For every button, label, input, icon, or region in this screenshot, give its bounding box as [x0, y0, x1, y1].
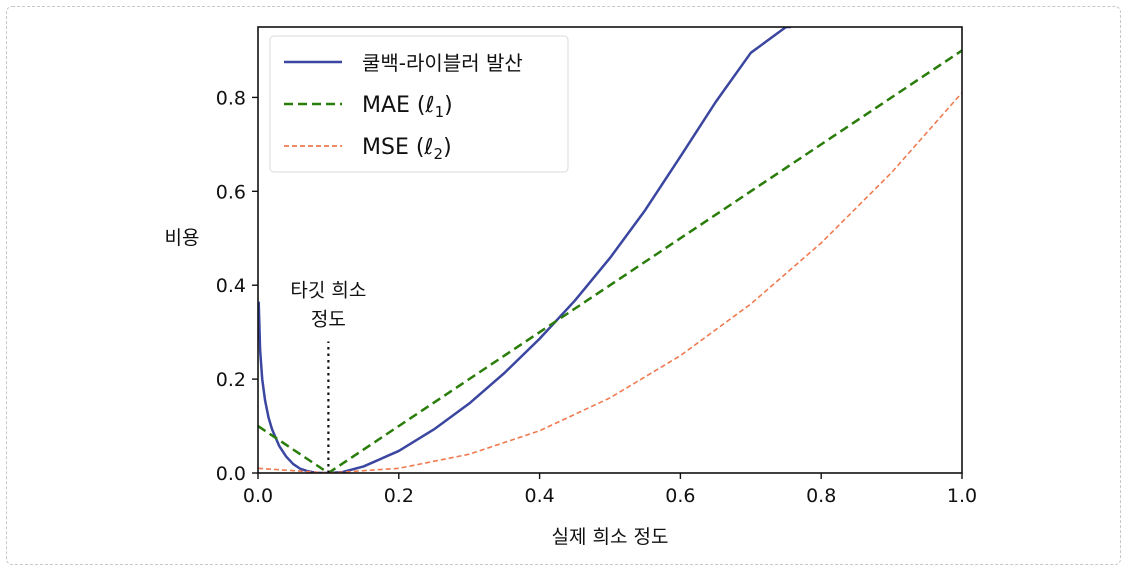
series-layer	[258, 27, 962, 473]
annotation-line2: 정도	[311, 309, 346, 331]
figure-frame	[6, 6, 1121, 565]
y-axis-label: 비용	[165, 227, 200, 249]
x-tick-label: 0.4	[524, 485, 554, 507]
x-axis-label: 실제 희소 정도	[552, 526, 669, 548]
legend-label-mse-main: MSE (ℓ	[362, 135, 434, 160]
y-tick-label: 0.0	[216, 463, 246, 485]
legend-label-mae-close: )	[444, 93, 453, 118]
y-tick-label: 0.4	[216, 275, 246, 297]
annotation-line1: 타깃 희소	[290, 280, 366, 302]
legend-label-mse: MSE (ℓ2)	[362, 135, 452, 163]
y-tick-label: 0.2	[216, 369, 246, 391]
y-tick-label: 0.8	[216, 87, 246, 109]
mae-line	[258, 49, 962, 473]
legend-label-mse-subscript: 2	[434, 145, 444, 163]
x-axis-ticks: 0.0 0.2 0.4 0.6 0.8 1.0	[243, 473, 977, 507]
legend-box	[269, 35, 569, 173]
x-tick-label: 1.0	[947, 485, 977, 507]
legend-label-mae-main: MAE (ℓ	[362, 93, 435, 118]
y-tick-label: 0.6	[216, 181, 246, 203]
legend-label-mae: MAE (ℓ1)	[362, 93, 453, 121]
plot-frame	[257, 26, 963, 474]
x-tick-label: 0.8	[806, 485, 836, 507]
legend-label-mae-subscript: 1	[435, 103, 445, 121]
legend-label-kl: 쿨백-라이블러 발산	[362, 51, 523, 75]
x-tick-label: 0.2	[384, 485, 414, 507]
y-axis-ticks: 0.0 0.2 0.4 0.6 0.8	[216, 87, 258, 485]
x-tick-label: 0.0	[243, 485, 273, 507]
legend: 쿨백-라이블러 발산 MAE (ℓ1) MSE (ℓ2)	[269, 35, 569, 173]
mse-line	[258, 92, 962, 473]
x-tick-label: 0.6	[665, 485, 695, 507]
legend-label-mse-close: )	[443, 135, 452, 160]
